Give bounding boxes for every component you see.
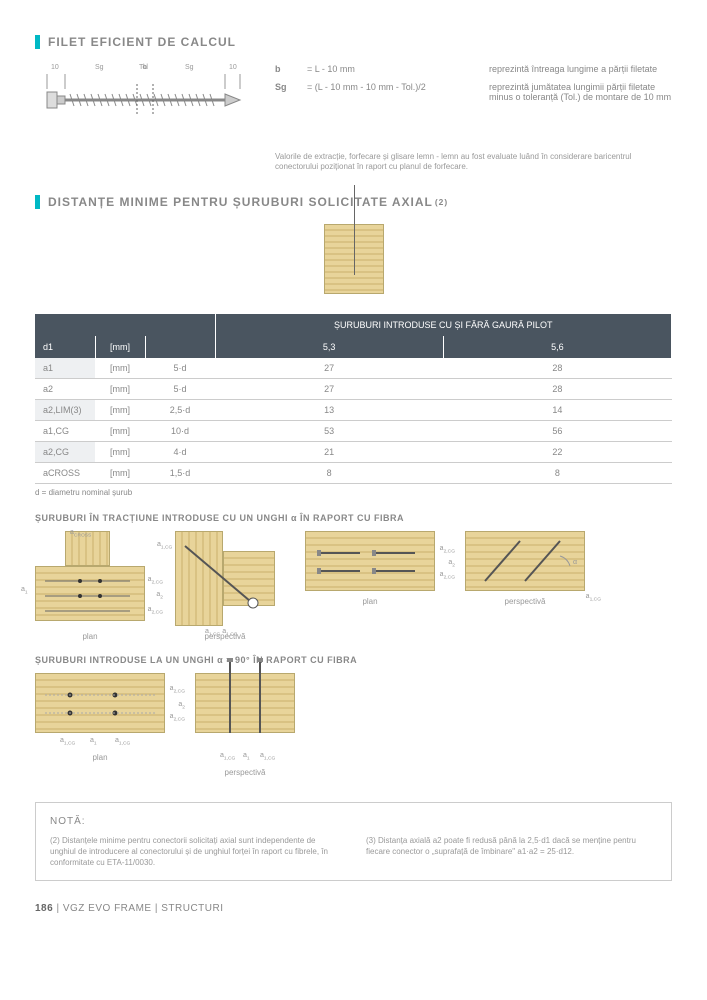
row-formula: 1,5·d — [145, 462, 215, 483]
table-row: a1[mm]5·d2728 — [35, 358, 672, 379]
diag-1d-label: perspectivă — [505, 597, 546, 606]
formula-1: b = L - 10 mm reprezintă întreaga lungim… — [275, 64, 672, 74]
row-unit: [mm] — [95, 399, 145, 420]
row-v2: 8 — [443, 462, 671, 483]
f2-eq: = (L - 10 mm - 10 mm - Tol.)/2 — [307, 82, 477, 102]
row-unit: [mm] — [95, 378, 145, 399]
prod: VGZ EVO FRAME — [63, 903, 152, 914]
label-sgr: Sg — [185, 64, 194, 71]
row-unit: [mm] — [95, 358, 145, 379]
sep2: | — [152, 903, 162, 914]
row-v1: 53 — [215, 420, 443, 441]
f2-desc: reprezintă jumătatea lungimii părții fil… — [489, 82, 672, 102]
row-v1: 27 — [215, 358, 443, 379]
diag-1c-label: plan — [362, 597, 377, 606]
col-formula — [145, 336, 215, 358]
label-10r: 10 — [229, 64, 237, 71]
row-v2: 28 — [443, 358, 671, 379]
row-v1: 21 — [215, 441, 443, 462]
table-row: aCROSS[mm]1,5·d88 — [35, 462, 672, 483]
diag-1a: a2,CG a2 a2,CG a1 aCROSS plan — [35, 531, 145, 641]
col-v2: 5,6 — [443, 336, 671, 358]
row-v1: 8 — [215, 462, 443, 483]
row-unit: [mm] — [95, 420, 145, 441]
page-footer: 186 | VGZ EVO FRAME | STRUCTURI — [35, 903, 672, 914]
distance-table: ȘURUBURI INTRODUSE CU ȘI FĂRĂ GAURĂ PILO… — [35, 314, 672, 484]
row-formula: 10·d — [145, 420, 215, 441]
row-unit: [mm] — [95, 441, 145, 462]
diag-1b: a1,CG a1,CG a1,CG perspectivă — [175, 531, 275, 641]
row-formula: 5·d — [145, 378, 215, 399]
row-v1: 27 — [215, 378, 443, 399]
table-row: a2,CG[mm]4·d2122 — [35, 441, 672, 462]
row-key: a1 — [35, 358, 95, 379]
row-v1: 13 — [215, 399, 443, 420]
accent-bar — [35, 35, 40, 49]
note-1: (2) Distanțele minime pentru conectorii … — [50, 835, 341, 869]
section-1-title: FILET EFICIENT DE CALCUL — [35, 35, 672, 49]
table-row: a2,LIM(3)[mm]2,5·d1314 — [35, 399, 672, 420]
note-box: NOTĂ: (2) Distanțele minime pentru conec… — [35, 802, 672, 882]
col-unit: [mm] — [95, 336, 145, 358]
subhead-1: ȘURUBURI ÎN TRACȚIUNE INTRODUSE CU UN UN… — [35, 513, 672, 523]
diag-2a: a2,CG a2 a2,CG a1,CG a1 a1,CG plan — [35, 673, 165, 777]
cat: STRUCTURI — [161, 903, 223, 914]
row-formula: 2,5·d — [145, 399, 215, 420]
row-formula: 4·d — [145, 441, 215, 462]
diag-2a-label: plan — [92, 753, 107, 762]
row-unit: [mm] — [95, 462, 145, 483]
diag-1a-label: plan — [82, 632, 97, 641]
row-key: a2 — [35, 378, 95, 399]
table-header-span: ȘURUBURI INTRODUSE CU ȘI FĂRĂ GAURĂ PILO… — [215, 314, 672, 336]
row-formula: 5·d — [145, 358, 215, 379]
section-1-title-text: FILET EFICIENT DE CALCUL — [48, 35, 236, 49]
section-2-sup: (2) — [435, 197, 448, 207]
label-10l: 10 — [51, 64, 59, 71]
section-1-note: Valorile de extracție, forfecare și glis… — [275, 152, 672, 173]
sep1: | — [53, 903, 63, 914]
row-key: a2,LIM(3) — [35, 399, 95, 420]
row-v2: 56 — [443, 420, 671, 441]
formula-2: Sg = (L - 10 mm - 10 mm - Tol.)/2 reprez… — [275, 82, 672, 102]
diag-1c: a2,CG a2 a2,CG plan — [305, 531, 435, 641]
accent-bar-2 — [35, 195, 40, 209]
table-row: a1,CG[mm]10·d5356 — [35, 420, 672, 441]
formula-row: 10 Tol 10 Sg Sg b L b = L - 10 mm reprez… — [35, 64, 672, 134]
diagram-row-2: a2,CG a2 a2,CG a1,CG a1 a1,CG plan a1,CG… — [35, 673, 672, 777]
label-L: L — [143, 64, 147, 71]
note-title: NOTĂ: — [50, 815, 657, 829]
col-v1: 5,3 — [215, 336, 443, 358]
f1-sym: b — [275, 64, 295, 74]
screw-diagram: 10 Tol 10 Sg Sg b L — [35, 64, 255, 134]
note-2: (3) Distanța axială a2 poate fi redusă p… — [366, 835, 657, 869]
section-2-title-text: DISTANȚE MINIME PENTRU ȘURUBURI SOLICITA… — [48, 195, 433, 209]
row-key: a1,CG — [35, 420, 95, 441]
page-number: 186 — [35, 903, 53, 914]
formula-defs: b = L - 10 mm reprezintă întreaga lungim… — [275, 64, 672, 134]
f1-desc: reprezintă întreaga lungime a părții fil… — [489, 64, 672, 74]
diag-1d: a1,CG α perspectivă — [465, 531, 585, 641]
wood-pilot-diagram — [324, 224, 384, 294]
f1-eq: = L - 10 mm — [307, 64, 477, 74]
diagram-row-1: a2,CG a2 a2,CG a1 aCROSS plan a1,CG a1,C… — [35, 531, 672, 641]
f2-sym: Sg — [275, 82, 295, 102]
label-sgl: Sg — [95, 64, 104, 71]
table-row: a2[mm]5·d2728 — [35, 378, 672, 399]
subhead-2: ȘURUBURI INTRODUSE LA UN UNGHI α = 90° Î… — [35, 655, 672, 665]
row-v2: 28 — [443, 378, 671, 399]
row-key: aCROSS — [35, 462, 95, 483]
diag-2b-label: perspectivă — [225, 768, 266, 777]
diag-2b: a1,CG a1 a1,CG perspectivă — [195, 673, 295, 777]
row-v2: 14 — [443, 399, 671, 420]
row-key: a2,CG — [35, 441, 95, 462]
table-footnote: d = diametru nominal șurub — [35, 488, 672, 497]
row-v2: 22 — [443, 441, 671, 462]
col-d1: d1 — [35, 336, 95, 358]
